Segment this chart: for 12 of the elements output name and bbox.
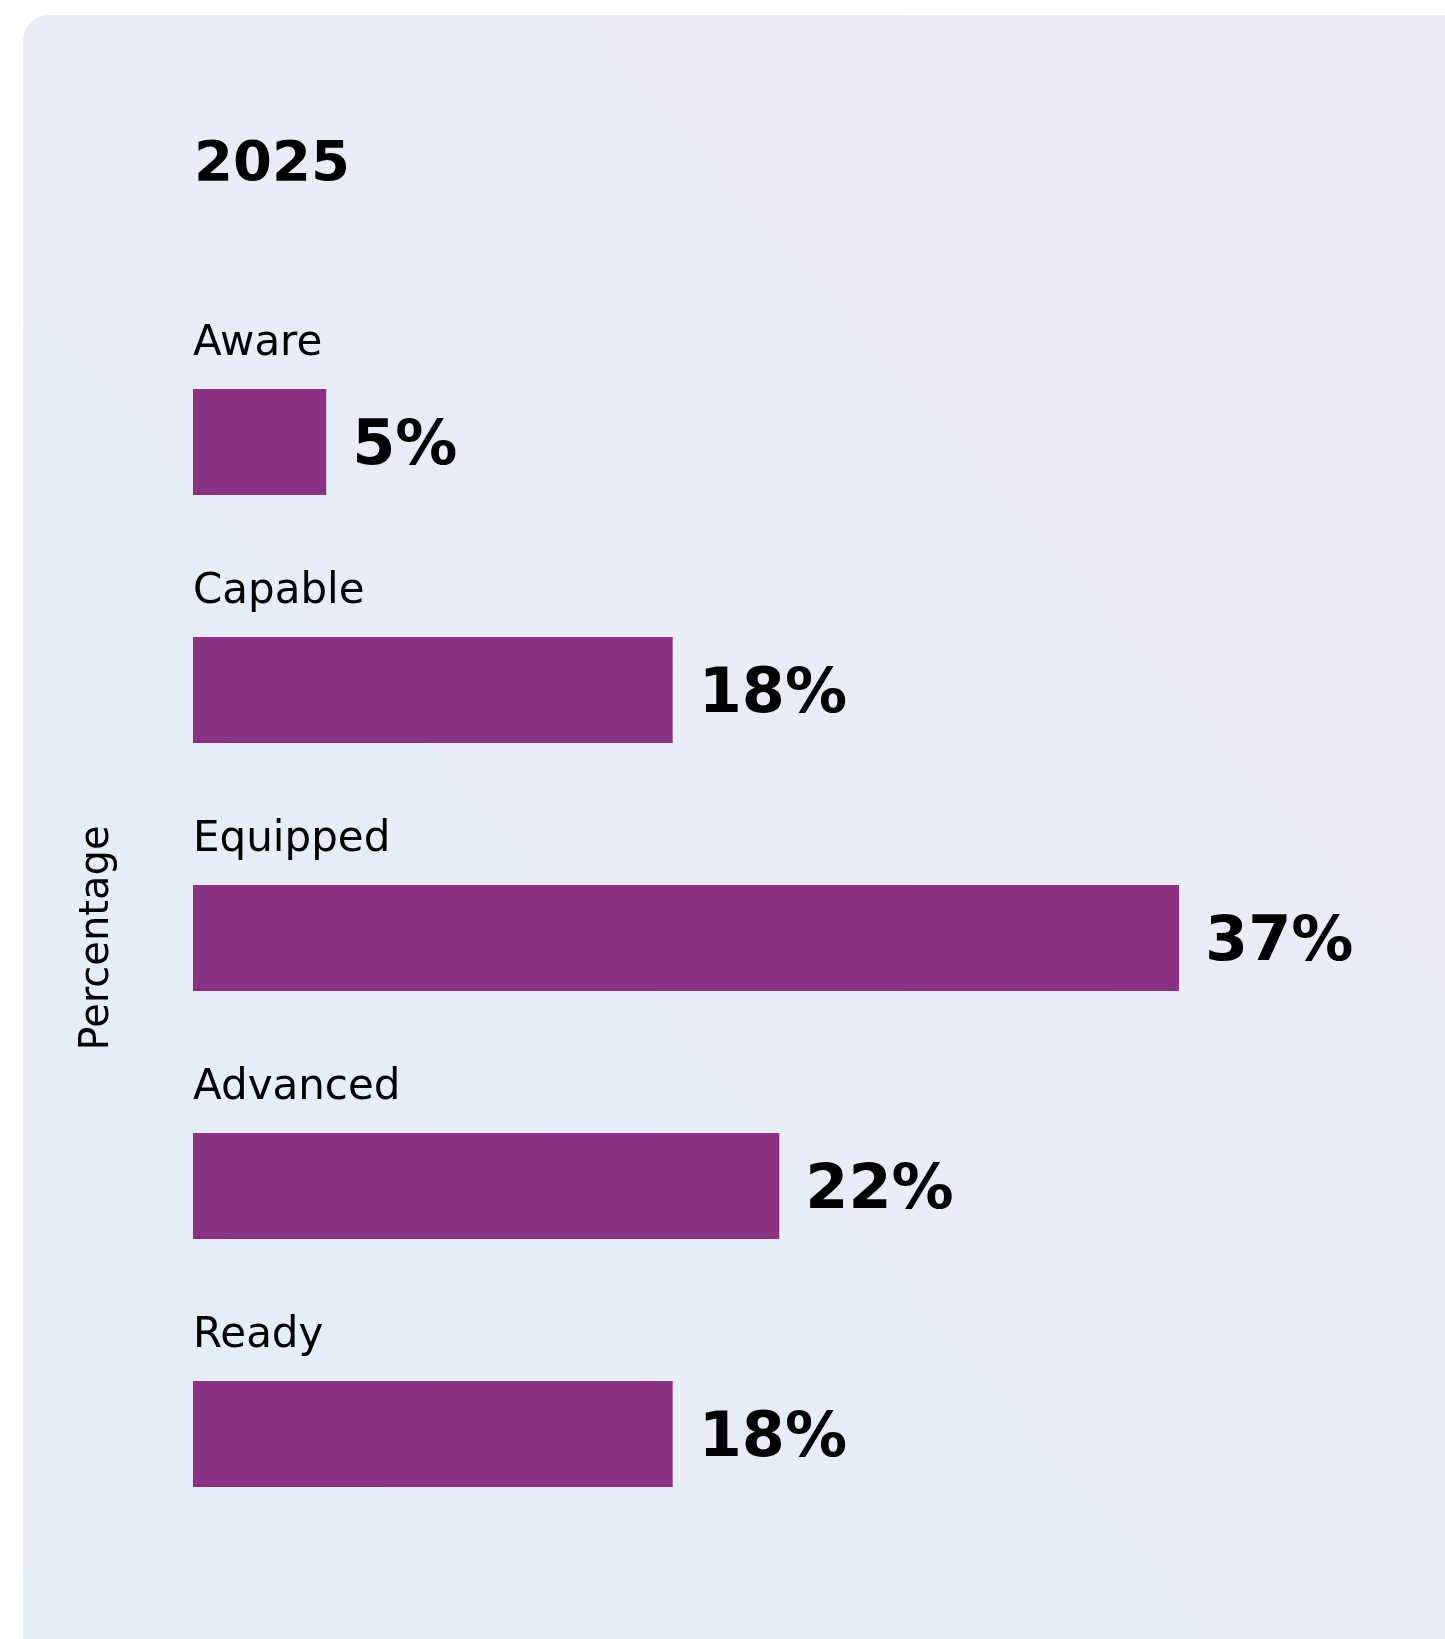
data-label: 22%: [805, 1150, 954, 1224]
data-label: 18%: [698, 1398, 848, 1472]
data-label: 5%: [352, 406, 458, 480]
y-tick-label: Aware: [193, 316, 323, 365]
data-label: 18%: [698, 654, 848, 728]
y-tick-label: Advanced: [193, 1060, 401, 1109]
y-tick-label: Ready: [193, 1308, 324, 1357]
y-tick-label: Equipped: [193, 812, 391, 861]
data-label: 37%: [1205, 902, 1354, 976]
chart-title: 2025: [194, 128, 350, 193]
y-tick-label: Capable: [193, 564, 365, 613]
y-axis-title: Percentage: [71, 825, 117, 1051]
